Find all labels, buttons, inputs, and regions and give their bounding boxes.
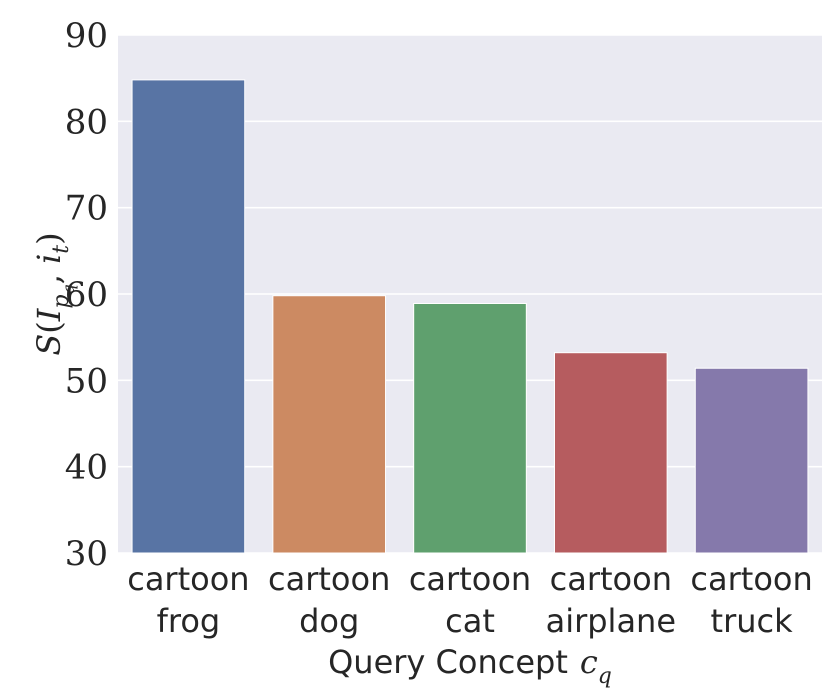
bar-cartoon-truck — [694, 367, 809, 554]
y-tick-labels: 30 40 50 60 70 80 90 — [65, 16, 108, 574]
x-axis-label-symbol: c — [580, 643, 598, 681]
bar-cartoon-airplane — [553, 352, 668, 554]
y-tick-label-60: 60 — [65, 275, 108, 315]
y-axis-label: S(Ipq, it) — [30, 232, 78, 355]
bar-cartoon-frog — [131, 79, 246, 554]
y-tick-label-90: 90 — [65, 16, 108, 56]
bar-cartoon-dog — [272, 295, 387, 554]
x-tick-label-cartoon-truck-line2: truck — [711, 602, 794, 640]
bar-cartoon-cat — [413, 302, 527, 554]
x-tick-label-cartoon-cat-line1: cartoon — [409, 560, 531, 598]
x-tick-label-cartoon-frog-line2: frog — [157, 602, 221, 640]
x-tick-label-cartoon-airplane-line2: airplane — [546, 602, 676, 640]
y-axis-label-s: S — [30, 334, 68, 356]
x-tick-label-cartoon-truck-line1: cartoon — [690, 560, 812, 598]
bars — [131, 79, 809, 554]
y-tick-label-80: 80 — [65, 102, 108, 142]
y-axis-label-i-small: i — [30, 254, 68, 264]
y-axis-label-p: p — [49, 295, 74, 309]
y-axis-label-t: t — [49, 245, 74, 254]
x-tick-label-cartoon-dog-line1: cartoon — [268, 560, 390, 598]
x-tick-label-cartoon-frog-line1: cartoon — [127, 560, 249, 598]
x-axis-label: Query Concept cq — [328, 643, 612, 689]
x-tick-label-cartoon-airplane-line1: cartoon — [550, 560, 672, 598]
y-tick-label-70: 70 — [65, 189, 108, 229]
y-tick-label-50: 50 — [65, 361, 108, 401]
x-tick-labels: cartoon frog cartoon dog cartoon cat cartoon ai… — [127, 560, 813, 640]
y-axis-label-q: q — [59, 284, 78, 294]
x-tick-label-cartoon-cat-line2: cat — [445, 602, 495, 640]
x-axis-label-symbol-sub: q — [598, 664, 612, 689]
y-tick-label-40: 40 — [65, 448, 108, 488]
y-axis-label-i: I — [30, 307, 68, 322]
x-tick-label-cartoon-dog-line2: dog — [299, 602, 359, 640]
x-axis-label-text: Query Concept — [328, 643, 568, 681]
y-tick-label-30: 30 — [65, 534, 108, 574]
